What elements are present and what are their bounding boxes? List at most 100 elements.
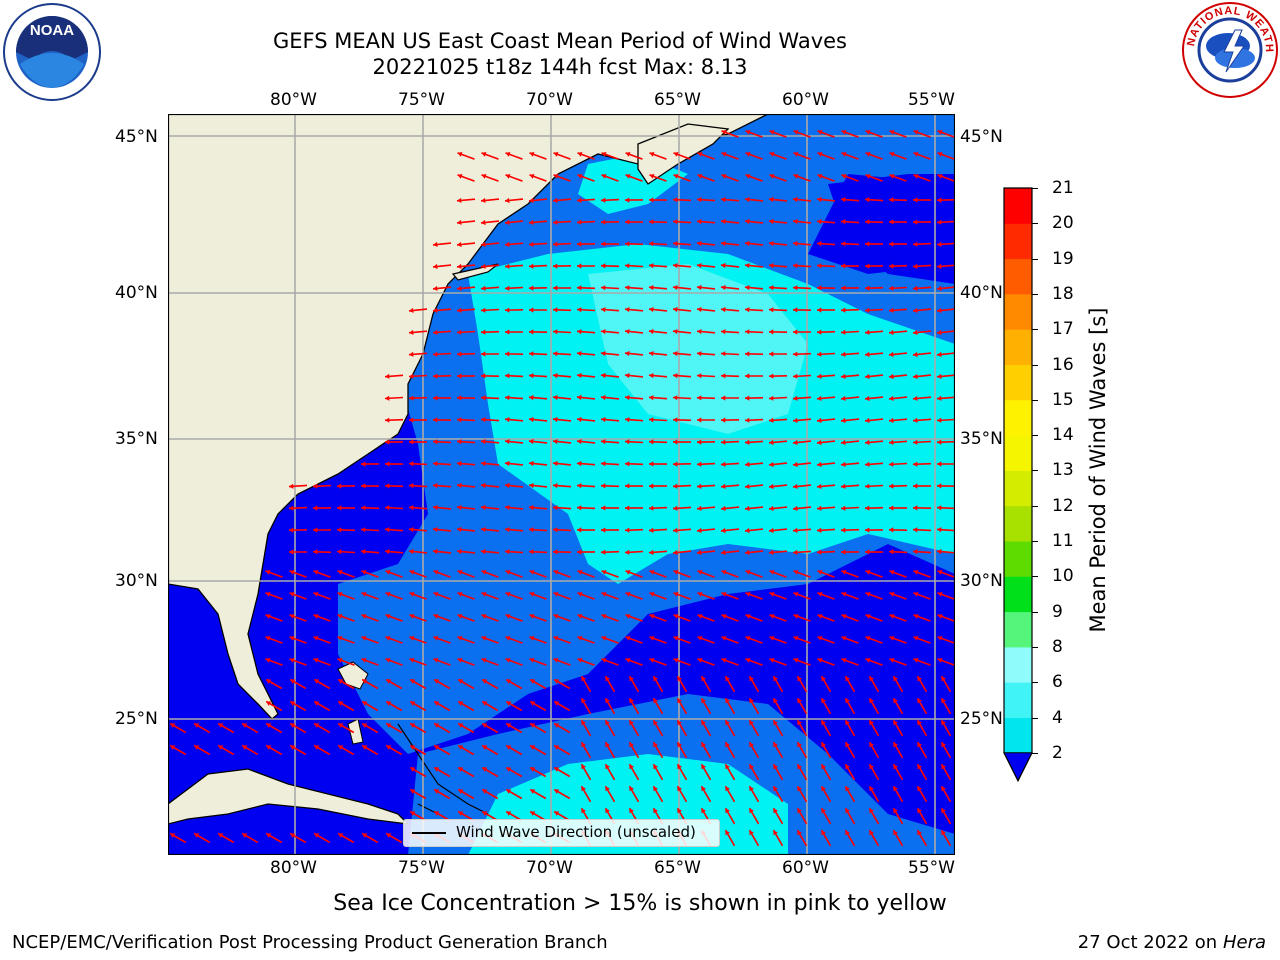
wave-direction-arrowhead xyxy=(893,786,898,792)
wave-direction-arrowhead xyxy=(554,701,560,706)
wave-direction-arrowhead xyxy=(725,764,730,770)
wave-direction-arrowhead xyxy=(937,241,942,247)
wave-direction-arrowhead xyxy=(409,461,414,467)
wave-direction-arrowhead xyxy=(506,811,512,816)
wave-direction-arrowhead xyxy=(841,329,846,335)
wave-direction-arrowhead xyxy=(749,742,754,748)
wave-direction-arrowhead xyxy=(337,505,342,511)
wave-direction-arrowhead xyxy=(313,527,318,533)
wave-direction-arrowhead xyxy=(793,549,798,555)
wave-direction-arrowhead xyxy=(625,263,630,269)
wave-direction-arrowhead xyxy=(749,720,754,726)
lon-label-top-60w: 60°W xyxy=(782,90,829,110)
wave-direction-arrowhead xyxy=(410,745,416,750)
wave-direction-arrowhead xyxy=(845,786,850,792)
wave-direction-arrowhead xyxy=(697,417,702,423)
wave-direction-arrowhead xyxy=(821,720,826,726)
wave-direction-arrowhead xyxy=(893,742,898,748)
wave-direction-arrowhead xyxy=(793,329,798,335)
wave-direction-arrowhead xyxy=(434,767,440,772)
wave-direction-arrowhead xyxy=(649,592,655,597)
wave-direction-arrowhead xyxy=(769,417,774,423)
wave-direction-arrowhead xyxy=(625,307,630,313)
wave-direction-arrowhead xyxy=(577,592,583,597)
wave-direction-arrowhead xyxy=(889,197,894,203)
wave-direction-arrowhead xyxy=(889,307,894,313)
wave-direction-arrowhead xyxy=(889,329,894,335)
wave-direction-arrowhead xyxy=(865,505,870,511)
wave-direction-arrowhead xyxy=(625,461,630,467)
colorbar-segment xyxy=(1004,329,1032,365)
wave-direction-arrowhead xyxy=(385,439,390,445)
wave-direction-arrowhead xyxy=(529,636,535,641)
wave-direction-arrowhead xyxy=(433,417,438,423)
wave-direction-arrowhead xyxy=(697,636,703,641)
wave-direction-arrowhead xyxy=(721,549,726,556)
wave-direction-arrowhead xyxy=(697,241,702,247)
wave-direction-arrowhead xyxy=(529,241,534,247)
wave-direction-arrowhead xyxy=(865,395,870,402)
wave-direction-arrowhead xyxy=(625,527,630,533)
colorbar-segment xyxy=(1004,470,1032,507)
wave-direction-arrowhead xyxy=(481,658,487,663)
wave-direction-arrowhead xyxy=(481,570,487,575)
colorbar-tick-mark xyxy=(1032,188,1038,189)
wave-direction-arrowhead xyxy=(845,830,850,836)
wave-direction-arrowhead xyxy=(410,767,416,772)
wave-direction-arrowhead xyxy=(817,174,823,179)
wave-direction-arrowhead xyxy=(601,197,606,203)
wave-direction-arrowhead xyxy=(937,285,942,291)
wave-direction-arrowhead xyxy=(529,373,534,379)
wave-direction-arrowhead xyxy=(529,263,534,269)
wave-direction-arrowhead xyxy=(529,460,534,467)
wave-direction-arrowhead xyxy=(649,614,655,619)
wave-direction-arrowhead xyxy=(409,505,414,511)
wave-direction-arrowhead xyxy=(649,527,654,533)
wave-direction-arrowhead xyxy=(553,285,558,291)
wave-direction-arrowhead xyxy=(434,811,440,816)
wave-direction-arrowhead xyxy=(917,698,922,704)
wave-direction-arrowhead xyxy=(409,483,414,489)
wave-direction-arrowhead xyxy=(653,808,658,814)
wave-direction-arrowhead xyxy=(889,527,894,533)
wave-direction-arrowhead xyxy=(869,676,874,682)
wave-direction-arrowhead xyxy=(577,307,582,313)
wave-direction-arrowhead xyxy=(505,439,510,445)
wave-direction-arrowhead xyxy=(745,636,751,641)
wave-direction-arrowhead xyxy=(337,483,342,489)
wave-direction-arrowhead xyxy=(797,786,802,792)
wave-direction-arrowhead xyxy=(865,373,870,379)
wave-direction-arrowhead xyxy=(865,614,871,619)
wave-direction-arrowhead xyxy=(865,658,871,663)
wave-direction-arrowhead xyxy=(410,679,416,684)
wave-direction-arrowhead xyxy=(601,636,607,641)
wave-direction-arrowhead xyxy=(361,592,367,597)
wave-direction-arrowhead xyxy=(869,830,874,836)
wave-direction-arrowhead xyxy=(889,658,895,663)
wave-direction-arrowhead xyxy=(649,658,655,663)
wave-direction-arrowhead xyxy=(937,307,942,313)
wave-direction-arrowhead xyxy=(769,658,775,663)
wave-direction-arrowhead xyxy=(601,439,606,445)
wave-direction-arrowhead xyxy=(601,461,606,467)
wave-direction-arrowhead xyxy=(530,811,536,816)
wave-direction-arrowhead xyxy=(289,636,295,641)
wave-direction-arrowhead xyxy=(385,636,391,641)
wave-direction-arrowhead xyxy=(937,395,942,401)
wave-direction-arrowhead xyxy=(653,742,658,748)
wave-direction-arrowhead xyxy=(821,742,826,748)
wave-direction-arrowhead xyxy=(577,152,583,157)
wave-direction-arrowhead xyxy=(457,636,463,641)
colorbar-segment xyxy=(1004,293,1032,330)
wave-direction-arrowhead xyxy=(913,152,919,157)
wave-direction-arrowhead xyxy=(649,285,654,291)
lat-label-right-25n: 25°N xyxy=(960,709,1003,729)
wave-direction-arrowhead xyxy=(362,723,368,728)
wave-direction-arrowhead xyxy=(625,417,630,423)
wave-direction-arrowhead xyxy=(385,395,390,401)
ocean-field-8s-patch xyxy=(588,264,808,434)
wave-direction-arrowhead xyxy=(313,570,319,575)
wave-direction-arrowhead xyxy=(889,592,895,597)
colorbar-segment xyxy=(1004,611,1032,648)
wave-direction-arrowhead xyxy=(553,416,558,423)
